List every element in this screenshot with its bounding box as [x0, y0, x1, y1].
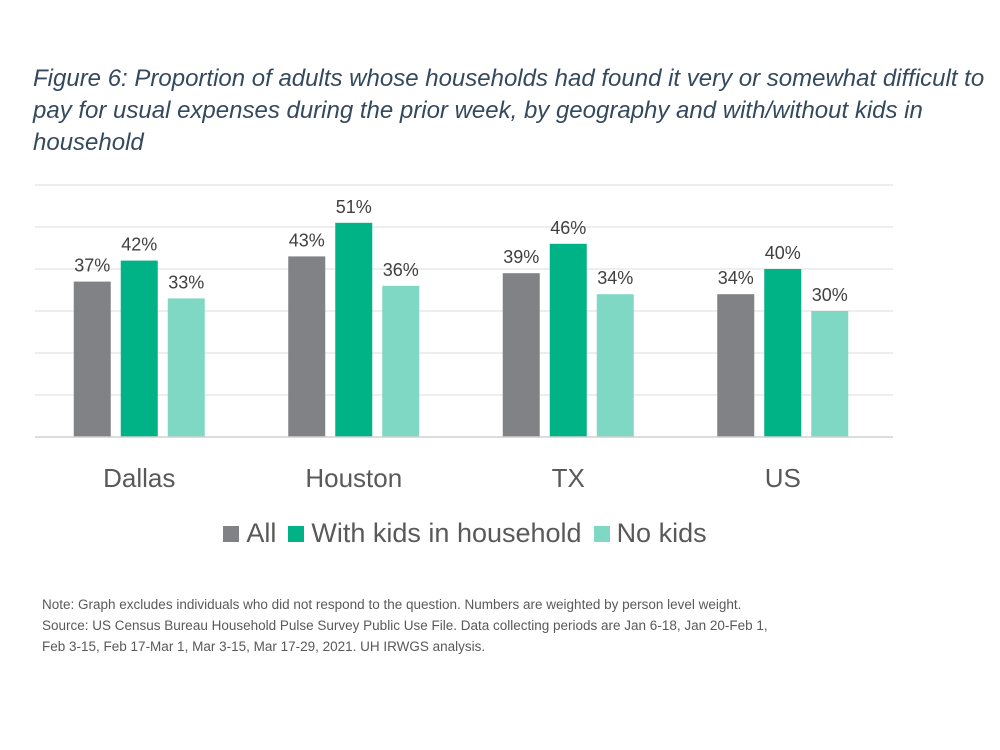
legend: All With kids in household No kids — [0, 518, 930, 549]
x-tick-label: US — [765, 463, 801, 493]
bar — [764, 269, 802, 437]
legend-swatch-no-kids — [593, 525, 610, 542]
bar — [717, 294, 755, 437]
note-line: Feb 3-15, Feb 17-Mar 1, Mar 3-15, Mar 17… — [42, 639, 486, 654]
legend-swatch-with-kids — [288, 525, 305, 542]
data-label: 34% — [597, 268, 633, 288]
bar — [596, 294, 634, 437]
data-label: 30% — [812, 285, 848, 305]
data-label: 36% — [383, 260, 419, 280]
legend-label-all: All — [246, 518, 277, 548]
legend-item-all: All — [223, 518, 276, 549]
legend-label-with-kids: With kids in household — [311, 518, 582, 548]
data-label: 33% — [168, 272, 204, 292]
legend-swatch-all — [223, 525, 240, 542]
data-label: 46% — [550, 218, 586, 238]
bar — [167, 298, 205, 437]
legend-item-with-kids: With kids in household — [288, 518, 582, 549]
note-line: Note: Graph excludes individuals who did… — [42, 597, 742, 612]
bar — [502, 273, 540, 437]
data-label: 42% — [121, 235, 157, 255]
bar — [382, 285, 420, 437]
x-tick-label: Dallas — [103, 463, 175, 493]
data-label: 40% — [765, 243, 801, 263]
data-label: 43% — [289, 230, 325, 250]
legend-label-no-kids: No kids — [616, 518, 707, 548]
bar-chart: 37% 42% 33% Dallas 43% 51% 36% Houston 39% 46% 34%… — [35, 184, 893, 493]
x-tick-label: TX — [552, 463, 585, 493]
data-label: 51% — [336, 197, 372, 217]
bar — [73, 281, 111, 437]
x-tick-label: Houston — [305, 463, 402, 493]
bar — [335, 222, 373, 437]
source-note: Note: Graph excludes individuals who did… — [42, 594, 942, 657]
bar — [811, 311, 849, 437]
data-label: 39% — [503, 247, 539, 267]
bar — [120, 260, 158, 437]
bar — [549, 243, 587, 437]
data-label: 34% — [718, 268, 754, 288]
note-line: Source: US Census Bureau Household Pulse… — [42, 618, 768, 633]
legend-item-no-kids: No kids — [593, 518, 707, 549]
bar — [288, 256, 326, 437]
chart-title: Figure 6: Proportion of adults whose hou… — [33, 65, 985, 156]
data-label: 37% — [74, 256, 110, 276]
